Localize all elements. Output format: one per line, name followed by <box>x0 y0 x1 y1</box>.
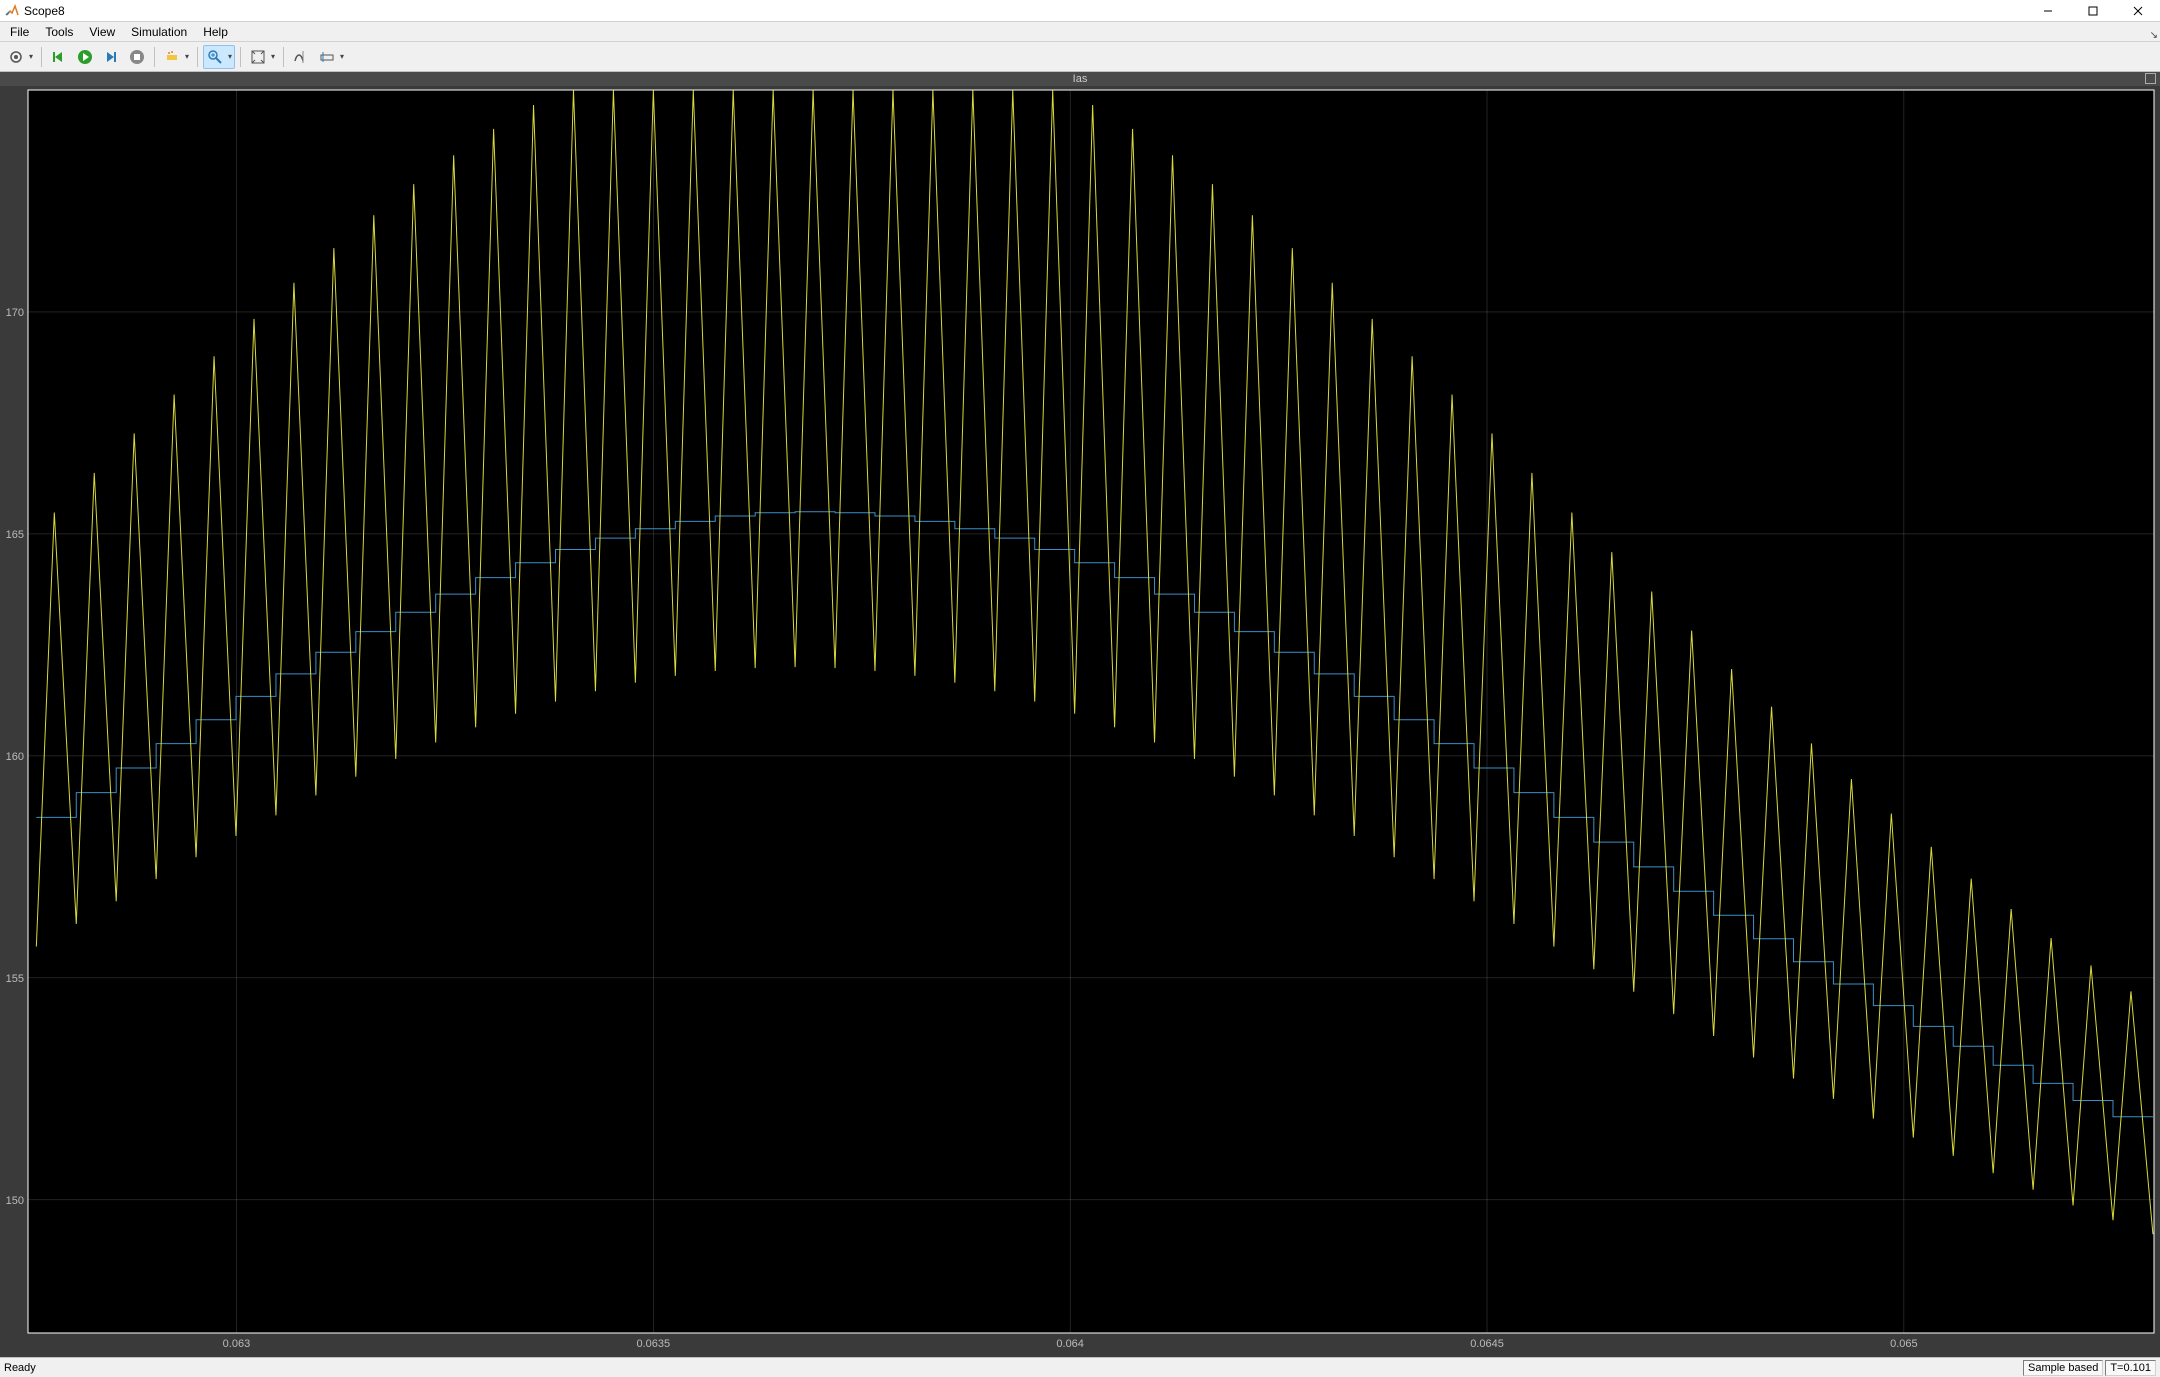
svg-text:170: 170 <box>6 307 24 319</box>
status-bar: Ready Sample based T=0.101 <box>0 1357 2160 1377</box>
zoom-icon[interactable] <box>203 45 235 69</box>
svg-text:0.0635: 0.0635 <box>636 1338 670 1350</box>
scope-maximize-axes-icon[interactable] <box>2145 73 2156 84</box>
window-controls <box>2025 0 2160 22</box>
window-titlebar: Scope8 <box>0 0 2160 22</box>
menu-help[interactable]: Help <box>195 23 236 41</box>
autoscale-icon[interactable] <box>246 45 278 69</box>
status-mode: Sample based <box>2023 1360 2103 1376</box>
step-back-icon[interactable] <box>47 45 71 69</box>
scope-signal-titlebar: Ias <box>0 72 2160 86</box>
svg-text:160: 160 <box>6 751 24 763</box>
menu-file[interactable]: File <box>2 23 37 41</box>
toolbar <box>0 42 2160 72</box>
maximize-button[interactable] <box>2070 0 2115 22</box>
svg-text:0.064: 0.064 <box>1056 1338 1084 1350</box>
toolbar-chevron-icon[interactable]: ↘ <box>2150 30 2158 41</box>
status-right-group: Sample based T=0.101 <box>2023 1360 2156 1376</box>
window-title: Scope8 <box>24 4 65 18</box>
scope-plot[interactable]: 150 155 160 165 170 0.063 0.0635 0.064 0.0645 0.0… <box>0 86 2160 1357</box>
scope-display-area: Ias 150 155 160 165 170 0.063 0.0635 0.064 0.064… <box>0 72 2160 1357</box>
triggers-icon[interactable] <box>315 45 347 69</box>
highlight-icon[interactable] <box>160 45 192 69</box>
cursor-measure-icon[interactable] <box>289 45 313 69</box>
config-gear-icon[interactable] <box>4 45 36 69</box>
toolbar-separator <box>283 47 284 67</box>
menu-view[interactable]: View <box>81 23 123 41</box>
scope-plot-container[interactable]: 150 155 160 165 170 0.063 0.0635 0.064 0.0645 0.0… <box>0 86 2160 1357</box>
stop-icon[interactable] <box>125 45 149 69</box>
close-button[interactable] <box>2115 0 2160 22</box>
run-icon[interactable] <box>73 45 97 69</box>
step-forward-icon[interactable] <box>99 45 123 69</box>
menu-tools[interactable]: Tools <box>37 23 81 41</box>
toolbar-separator <box>197 47 198 67</box>
scope-signal-title: Ias <box>1073 73 1088 85</box>
minimize-button[interactable] <box>2025 0 2070 22</box>
svg-text:155: 155 <box>6 973 24 985</box>
svg-text:0.065: 0.065 <box>1890 1338 1918 1350</box>
status-left: Ready <box>4 1362 36 1374</box>
menu-simulation[interactable]: Simulation <box>123 23 195 41</box>
toolbar-separator <box>154 47 155 67</box>
toolbar-separator <box>240 47 241 67</box>
matlab-logo-icon <box>4 3 20 19</box>
toolbar-separator <box>41 47 42 67</box>
svg-text:0.0645: 0.0645 <box>1470 1338 1504 1350</box>
svg-text:0.063: 0.063 <box>223 1338 251 1350</box>
menu-bar: File Tools View Simulation Help ↘ <box>0 22 2160 42</box>
svg-text:150: 150 <box>6 1195 24 1207</box>
status-time: T=0.101 <box>2105 1360 2156 1376</box>
svg-text:165: 165 <box>6 529 24 541</box>
